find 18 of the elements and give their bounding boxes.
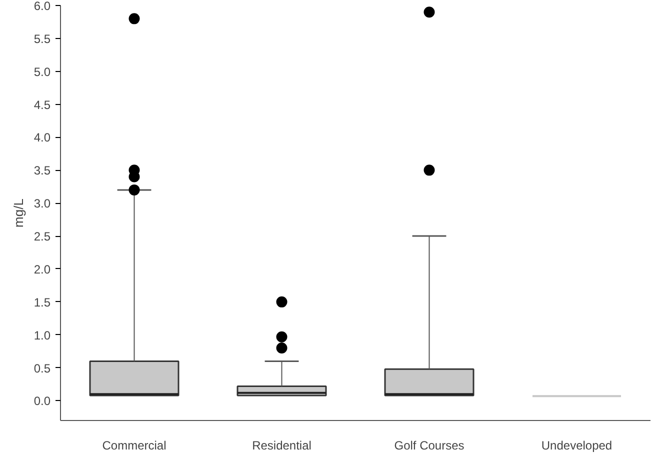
y-tick-label: 3.5	[34, 164, 51, 178]
y-tick-label: 4.0	[34, 130, 51, 145]
y-tick-label: 5.0	[34, 64, 51, 79]
y-tick-label: 0.0	[34, 394, 51, 408]
y-tick-label: 5.5	[34, 32, 51, 46]
y-axis-title: mg/L	[10, 198, 26, 228]
x-tick-label: Commercial	[102, 438, 166, 452]
y-tick-label: 1.0	[34, 328, 51, 342]
y-tick-label: 4.5	[34, 98, 51, 112]
y-tick-label: 3.0	[34, 196, 51, 211]
y-tick-label: 2.5	[34, 230, 51, 244]
y-tick-label: 0.5	[34, 361, 51, 376]
x-tick-label: Golf Courses	[394, 438, 464, 452]
y-tick-label: 6.0	[34, 0, 51, 13]
y-tick-label: 1.5	[34, 295, 51, 310]
x-tick-label: Undeveloped	[541, 438, 612, 452]
x-tick-label: Residential	[252, 438, 312, 452]
y-tick-label: 2.0	[34, 262, 51, 276]
